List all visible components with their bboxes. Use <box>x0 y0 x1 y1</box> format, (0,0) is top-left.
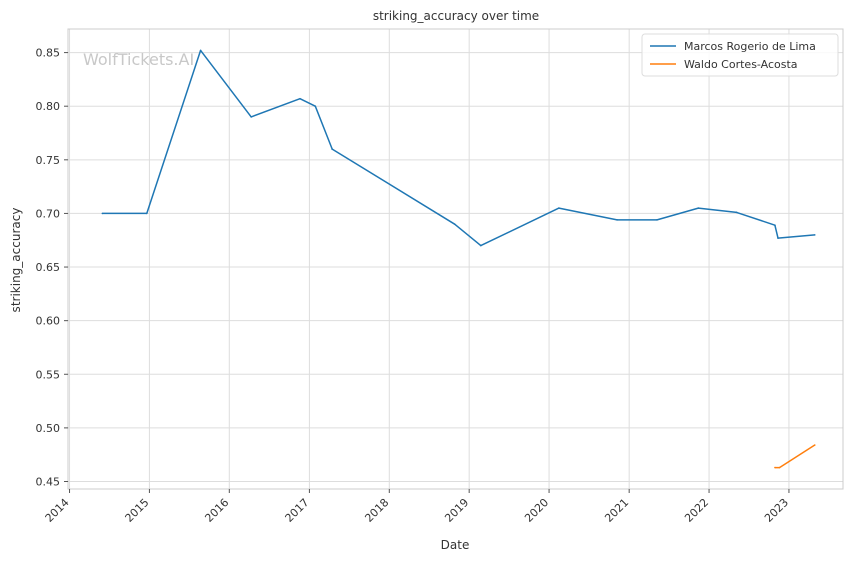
y-tick-label: 0.55 <box>36 368 61 381</box>
series-lines <box>101 49 816 469</box>
data-point <box>813 444 816 446</box>
x-tick-label: 2018 <box>362 496 391 525</box>
y-tick-label: 0.85 <box>36 47 61 60</box>
data-point <box>697 207 700 209</box>
data-point <box>774 224 776 227</box>
data-point <box>735 211 738 214</box>
data-point <box>616 219 618 221</box>
data-point <box>453 223 456 225</box>
y-tick-label: 0.80 <box>36 100 61 113</box>
data-point <box>299 97 301 100</box>
watermark: WolfTickets.AI <box>83 50 194 69</box>
x-tick-label: 2023 <box>762 496 791 525</box>
x-tick-label: 2017 <box>283 496 312 525</box>
data-point <box>656 219 658 221</box>
data-point <box>778 466 781 469</box>
y-axis-label: striking_accuracy <box>9 208 23 313</box>
data-point <box>199 49 202 52</box>
legend: Marcos Rogerio de Lima Waldo Cortes-Acost… <box>641 33 839 77</box>
data-point <box>145 212 148 215</box>
x-tick-label: 2015 <box>123 496 152 525</box>
series-line-0 <box>102 49 815 247</box>
x-tick-label: 2020 <box>522 496 551 525</box>
y-tick-label: 0.75 <box>36 154 61 167</box>
y-tick-label: 0.60 <box>36 315 61 328</box>
x-axis-label: Date <box>441 538 470 552</box>
grid-lines <box>68 29 843 489</box>
data-point <box>558 207 560 209</box>
data-point <box>479 244 482 247</box>
y-tick-label: 0.45 <box>36 475 61 488</box>
legend-entry: Marcos Rogerio de Lima <box>684 40 816 53</box>
data-point <box>777 237 779 239</box>
data-point <box>813 234 816 236</box>
y-tick-label: 0.70 <box>36 207 61 220</box>
chart-title: striking_accuracy over time <box>373 9 539 23</box>
data-point <box>331 148 333 150</box>
y-tick-label: 0.50 <box>36 422 61 435</box>
plot-frame <box>67 28 844 490</box>
series-line-1 <box>774 444 816 469</box>
data-point <box>250 116 252 118</box>
data-point <box>774 466 776 469</box>
x-tick-label: 2014 <box>43 496 72 525</box>
x-tick-label: 2016 <box>202 496 231 525</box>
y-axis-ticks: 0.45 0.50 0.55 0.60 0.65 0.70 0.75 0.80 0.85 <box>36 47 68 488</box>
legend-box <box>641 33 839 77</box>
y-tick-label: 0.65 <box>36 261 61 274</box>
x-axis-ticks: 2014 2015 2016 2017 2018 2019 2020 2021 2022 2023 <box>43 489 791 525</box>
x-tick-label: 2019 <box>442 496 471 525</box>
legend-entry: Waldo Cortes-Acosta <box>684 58 798 71</box>
x-tick-label: 2021 <box>602 496 631 525</box>
data-point <box>314 105 317 108</box>
x-tick-label: 2022 <box>682 496 711 525</box>
data-point <box>101 212 104 215</box>
